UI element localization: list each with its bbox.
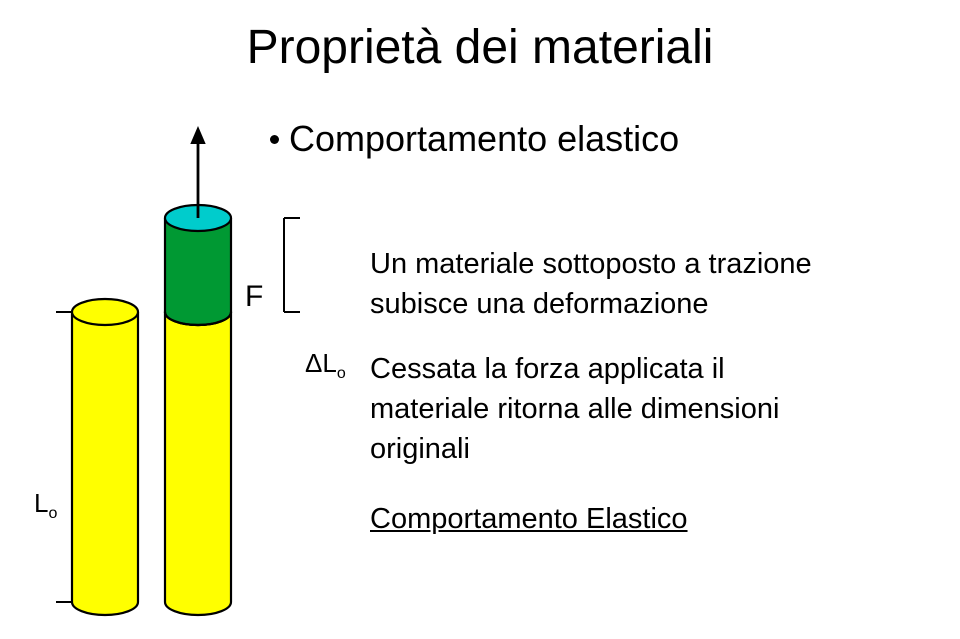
elastic-diagram xyxy=(0,0,960,639)
